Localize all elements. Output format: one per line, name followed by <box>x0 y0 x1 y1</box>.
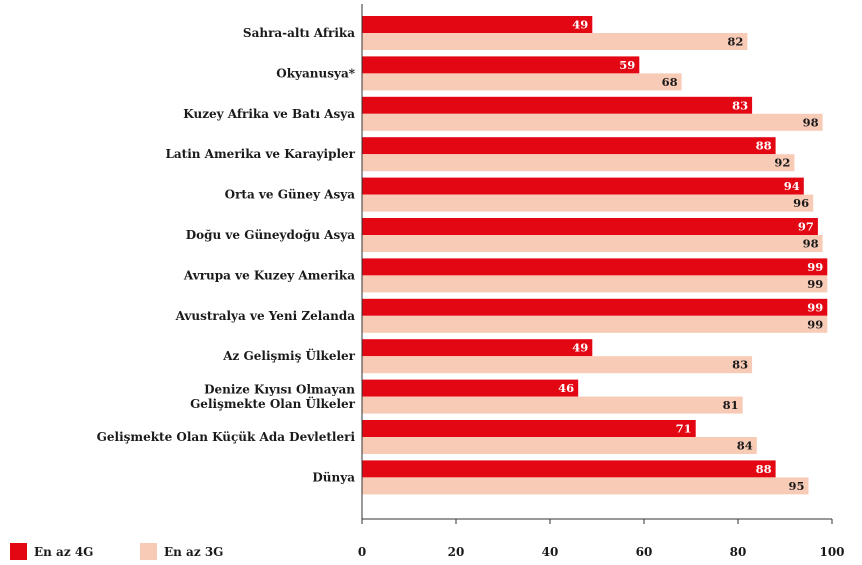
data-label-3g-0: 82 <box>727 35 743 49</box>
bar-4g-9 <box>362 379 579 397</box>
bar-3g-8 <box>362 356 753 374</box>
data-label-3g-9: 81 <box>723 398 739 412</box>
data-label-4g-1: 59 <box>619 58 635 72</box>
x-tick-label-20: 20 <box>448 545 465 559</box>
bar-4g-6 <box>362 258 828 276</box>
category-label-0: Sahra-altı Afrika <box>243 26 355 40</box>
category-label-1: Okyanusya* <box>276 66 355 80</box>
data-label-3g-4: 96 <box>793 196 809 210</box>
bar-3g-4 <box>362 194 814 212</box>
category-label-9-line-0: Denize Kıyısı Olmayan <box>204 382 355 396</box>
bar-3g-0 <box>362 33 748 50</box>
data-label-3g-5: 98 <box>803 237 819 251</box>
bar-4g-10 <box>362 420 696 437</box>
bar-4g-8 <box>362 339 593 357</box>
data-label-4g-9: 46 <box>558 381 574 395</box>
x-tick-label-40: 40 <box>542 545 559 559</box>
data-label-3g-7: 99 <box>807 317 823 331</box>
data-label-3g-1: 68 <box>662 75 678 89</box>
category-label-10: Gelişmekte Olan Küçük Ada Devletleri <box>97 430 356 444</box>
legend-swatch-4g <box>10 543 27 560</box>
x-tick-label-80: 80 <box>730 545 747 559</box>
bar-3g-9 <box>362 396 743 414</box>
data-label-4g-10: 71 <box>676 422 692 436</box>
data-label-4g-7: 99 <box>807 300 823 314</box>
data-label-3g-6: 99 <box>807 277 823 291</box>
x-tick-label-60: 60 <box>636 545 653 559</box>
bar-4g-3 <box>362 137 776 155</box>
category-label-5: Doğu ve Güneydoğu Asya <box>186 228 356 242</box>
data-label-4g-8: 49 <box>572 341 588 355</box>
data-label-3g-2: 98 <box>803 115 819 129</box>
data-label-3g-10: 84 <box>737 439 753 453</box>
data-label-3g-3: 92 <box>774 156 790 170</box>
data-label-3g-11: 95 <box>788 479 804 493</box>
bar-3g-1 <box>362 73 682 91</box>
bar-3g-10 <box>362 437 757 454</box>
bar-3g-6 <box>362 275 828 293</box>
bar-4g-5 <box>362 218 818 235</box>
bar-4g-0 <box>362 16 593 33</box>
category-label-6: Avrupa ve Kuzey Amerika <box>183 268 355 282</box>
bar-3g-7 <box>362 315 828 333</box>
bar-3g-11 <box>362 477 809 495</box>
legend-swatch-3g <box>140 543 157 560</box>
data-label-4g-6: 99 <box>807 260 823 274</box>
legend-label-3g: En az 3G <box>164 545 223 559</box>
x-tick-label-100: 100 <box>819 545 844 559</box>
data-label-4g-5: 97 <box>798 220 814 234</box>
legend-label-4g: En az 4G <box>34 545 93 559</box>
category-label-7: Avustralya ve Yeni Zelanda <box>175 309 356 323</box>
category-label-2: Kuzey Afrika ve Batı Asya <box>183 107 355 121</box>
category-label-8: Az Gelişmiş Ülkeler <box>222 347 355 363</box>
bar-4g-4 <box>362 177 804 195</box>
bar-3g-2 <box>362 113 823 131</box>
bar-3g-5 <box>362 235 823 252</box>
bar-4g-7 <box>362 298 828 316</box>
data-label-4g-2: 83 <box>732 98 748 112</box>
data-label-3g-8: 83 <box>732 358 748 372</box>
category-label-3: Latin Amerika ve Karayipler <box>165 147 355 161</box>
bar-4g-2 <box>362 96 753 114</box>
bar-4g-1 <box>362 56 640 74</box>
category-label-4: Orta ve Güney Asya <box>225 188 356 202</box>
bar-3g-3 <box>362 154 795 172</box>
data-label-4g-0: 49 <box>572 18 588 32</box>
data-label-4g-4: 94 <box>784 179 800 193</box>
x-tick-label-0: 0 <box>358 545 366 559</box>
data-label-4g-11: 88 <box>756 462 772 476</box>
category-label-11: Dünya <box>312 470 355 484</box>
data-label-4g-3: 88 <box>756 139 772 153</box>
bar-4g-11 <box>362 460 776 478</box>
category-label-9-line-1: Gelişmekte Olan Ülkeler <box>190 395 356 411</box>
